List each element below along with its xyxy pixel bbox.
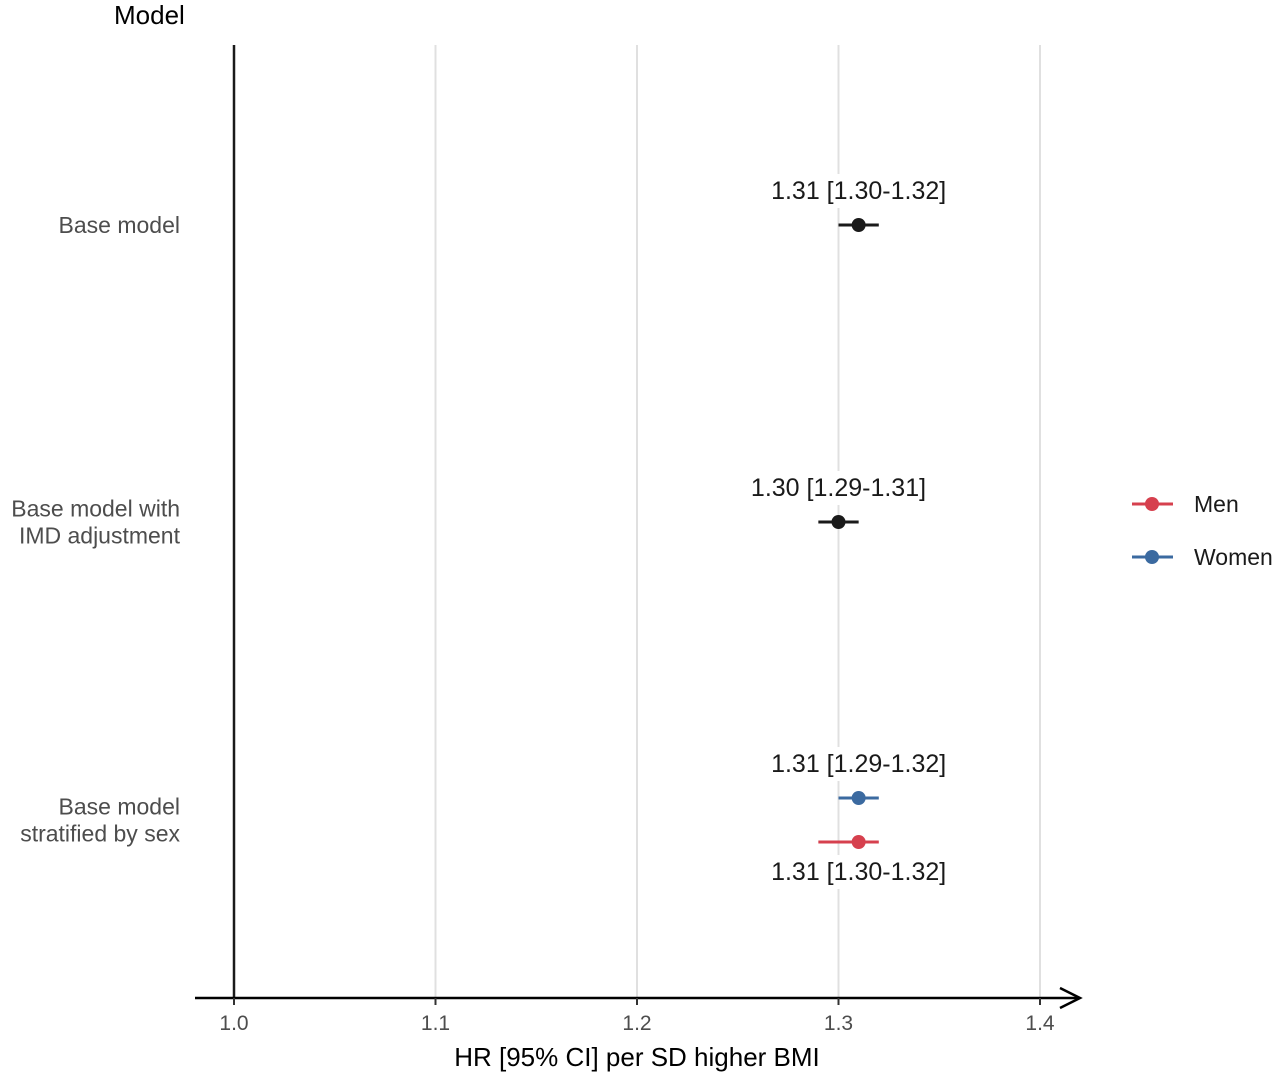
x-tick-label: 1.3	[824, 1012, 853, 1035]
x-tick-label: 1.1	[421, 1012, 450, 1035]
estimate-label-bg	[746, 471, 931, 505]
estimate-point-overall	[831, 515, 846, 529]
estimate-label: 1.31 [1.29-1.32]	[771, 750, 946, 778]
labels: Base model 1.31 [1.30-1.32] Base model wit…	[11, 174, 951, 889]
model-label: stratified by sex	[20, 821, 180, 847]
estimate-label-bg	[767, 855, 951, 889]
estimate-label-bg	[767, 747, 951, 781]
estimate-label: 1.30 [1.29-1.31]	[751, 474, 926, 502]
legend-key-point-Women	[1145, 550, 1159, 564]
model-label: Base model with	[11, 496, 180, 522]
y-axis-title: Model	[114, 0, 185, 30]
estimate-point-Women	[851, 791, 866, 805]
x-axis-title: HR [95% CI] per SD higher BMI	[454, 1042, 820, 1072]
estimate-label: 1.31 [1.30-1.32]	[771, 177, 946, 205]
model-label: IMD adjustment	[19, 523, 181, 549]
estimate-label-bg	[767, 174, 951, 208]
x-tick-label: 1.4	[1025, 1012, 1055, 1035]
legend-label: Women	[1194, 544, 1273, 570]
estimate-point-overall	[851, 218, 866, 232]
x-axis-arrow	[1059, 986, 1083, 1010]
estimate-label: 1.31 [1.30-1.32]	[771, 858, 946, 886]
legend-label: Men	[1194, 491, 1239, 517]
model-label: Base model	[59, 212, 180, 238]
model-label: Base model	[59, 794, 180, 820]
legend-key-point-Men	[1145, 497, 1159, 511]
estimate-point-Men	[851, 835, 866, 849]
axes: 1.0 1.1 1.2 1.3 1.4 HR [95% CI] per SD higher…	[114, 0, 1083, 1072]
x-tick-label: 1.2	[622, 1012, 651, 1035]
x-tick-label: 1.0	[219, 1012, 248, 1035]
legend: Men Women	[1132, 491, 1273, 570]
data-marks	[818, 218, 879, 849]
